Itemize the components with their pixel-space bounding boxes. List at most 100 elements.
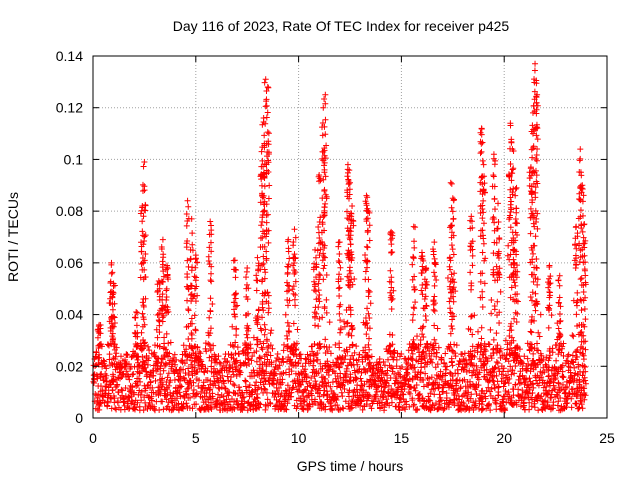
data-point — [263, 248, 270, 255]
data-point — [253, 287, 260, 294]
data-point — [521, 402, 528, 409]
data-point — [108, 259, 115, 266]
data-point — [313, 274, 320, 281]
data-point — [109, 386, 116, 393]
data-point — [280, 402, 287, 409]
data-point — [222, 385, 229, 392]
data-point — [408, 384, 415, 391]
data-point — [232, 274, 239, 281]
data-point — [533, 396, 540, 403]
data-point — [578, 307, 585, 314]
data-point — [533, 157, 540, 164]
data-point — [141, 359, 148, 366]
data-point — [137, 210, 144, 217]
data-point — [107, 394, 114, 401]
data-point — [159, 291, 166, 298]
data-point — [289, 286, 296, 293]
data-point — [545, 284, 552, 291]
data-point — [459, 351, 466, 358]
data-point — [183, 346, 190, 353]
data-point — [576, 258, 583, 265]
data-point — [488, 385, 495, 392]
data-point — [513, 219, 520, 226]
data-point — [388, 228, 395, 235]
data-point — [142, 251, 149, 258]
data-point — [470, 407, 477, 414]
data-point — [257, 401, 264, 408]
data-point — [554, 393, 561, 400]
data-point — [535, 392, 542, 399]
data-point — [261, 321, 268, 328]
data-point — [253, 358, 260, 365]
data-point — [532, 167, 539, 174]
data-point — [526, 399, 533, 406]
data-point — [321, 96, 328, 103]
data-point — [411, 345, 418, 352]
data-point — [231, 405, 238, 412]
data-point — [418, 364, 425, 371]
data-point — [253, 348, 260, 355]
data-point — [181, 375, 188, 382]
data-point — [106, 356, 113, 363]
data-point — [582, 281, 589, 288]
data-point — [263, 389, 270, 396]
data-point — [142, 207, 149, 214]
data-point — [114, 398, 121, 405]
data-point — [231, 311, 238, 318]
data-point — [341, 386, 348, 393]
data-point — [558, 385, 565, 392]
data-point — [226, 389, 233, 396]
data-point — [385, 356, 392, 363]
data-point — [552, 386, 559, 393]
data-point — [241, 404, 248, 411]
data-point — [356, 351, 363, 358]
data-point — [504, 252, 511, 259]
data-point — [160, 406, 167, 413]
data-point — [164, 262, 171, 269]
data-point — [140, 303, 147, 310]
data-point — [244, 327, 251, 334]
data-point — [187, 246, 194, 253]
data-point — [314, 350, 321, 357]
data-point — [205, 340, 212, 347]
data-point — [320, 213, 327, 220]
data-point — [180, 342, 187, 349]
data-point — [472, 386, 479, 393]
data-point — [339, 404, 346, 411]
data-point — [178, 383, 185, 390]
data-point — [491, 306, 498, 313]
data-point — [546, 281, 553, 288]
data-point — [545, 307, 552, 314]
data-point — [347, 307, 354, 314]
data-point — [265, 84, 272, 91]
data-point — [314, 386, 321, 393]
data-point — [262, 76, 269, 83]
data-point — [336, 340, 343, 347]
data-point — [579, 228, 586, 235]
data-point — [266, 182, 273, 189]
data-point — [514, 262, 521, 269]
data-point — [366, 288, 373, 295]
data-point — [185, 307, 192, 314]
data-point — [242, 352, 249, 359]
data-point — [158, 244, 165, 251]
data-point — [365, 276, 372, 283]
data-point — [449, 362, 456, 369]
data-point — [448, 229, 455, 236]
data-point — [311, 278, 318, 285]
data-point — [506, 351, 513, 358]
data-point — [185, 286, 192, 293]
data-point — [581, 363, 588, 370]
data-point — [530, 168, 537, 175]
data-point — [532, 219, 539, 226]
data-point — [96, 321, 103, 328]
data-point — [163, 287, 170, 294]
data-point — [468, 218, 475, 225]
data-point — [493, 263, 500, 270]
data-point — [325, 371, 332, 378]
data-point — [540, 364, 547, 371]
data-point — [91, 376, 98, 383]
data-point — [192, 252, 199, 259]
data-point — [485, 384, 492, 391]
data-point — [573, 400, 580, 407]
